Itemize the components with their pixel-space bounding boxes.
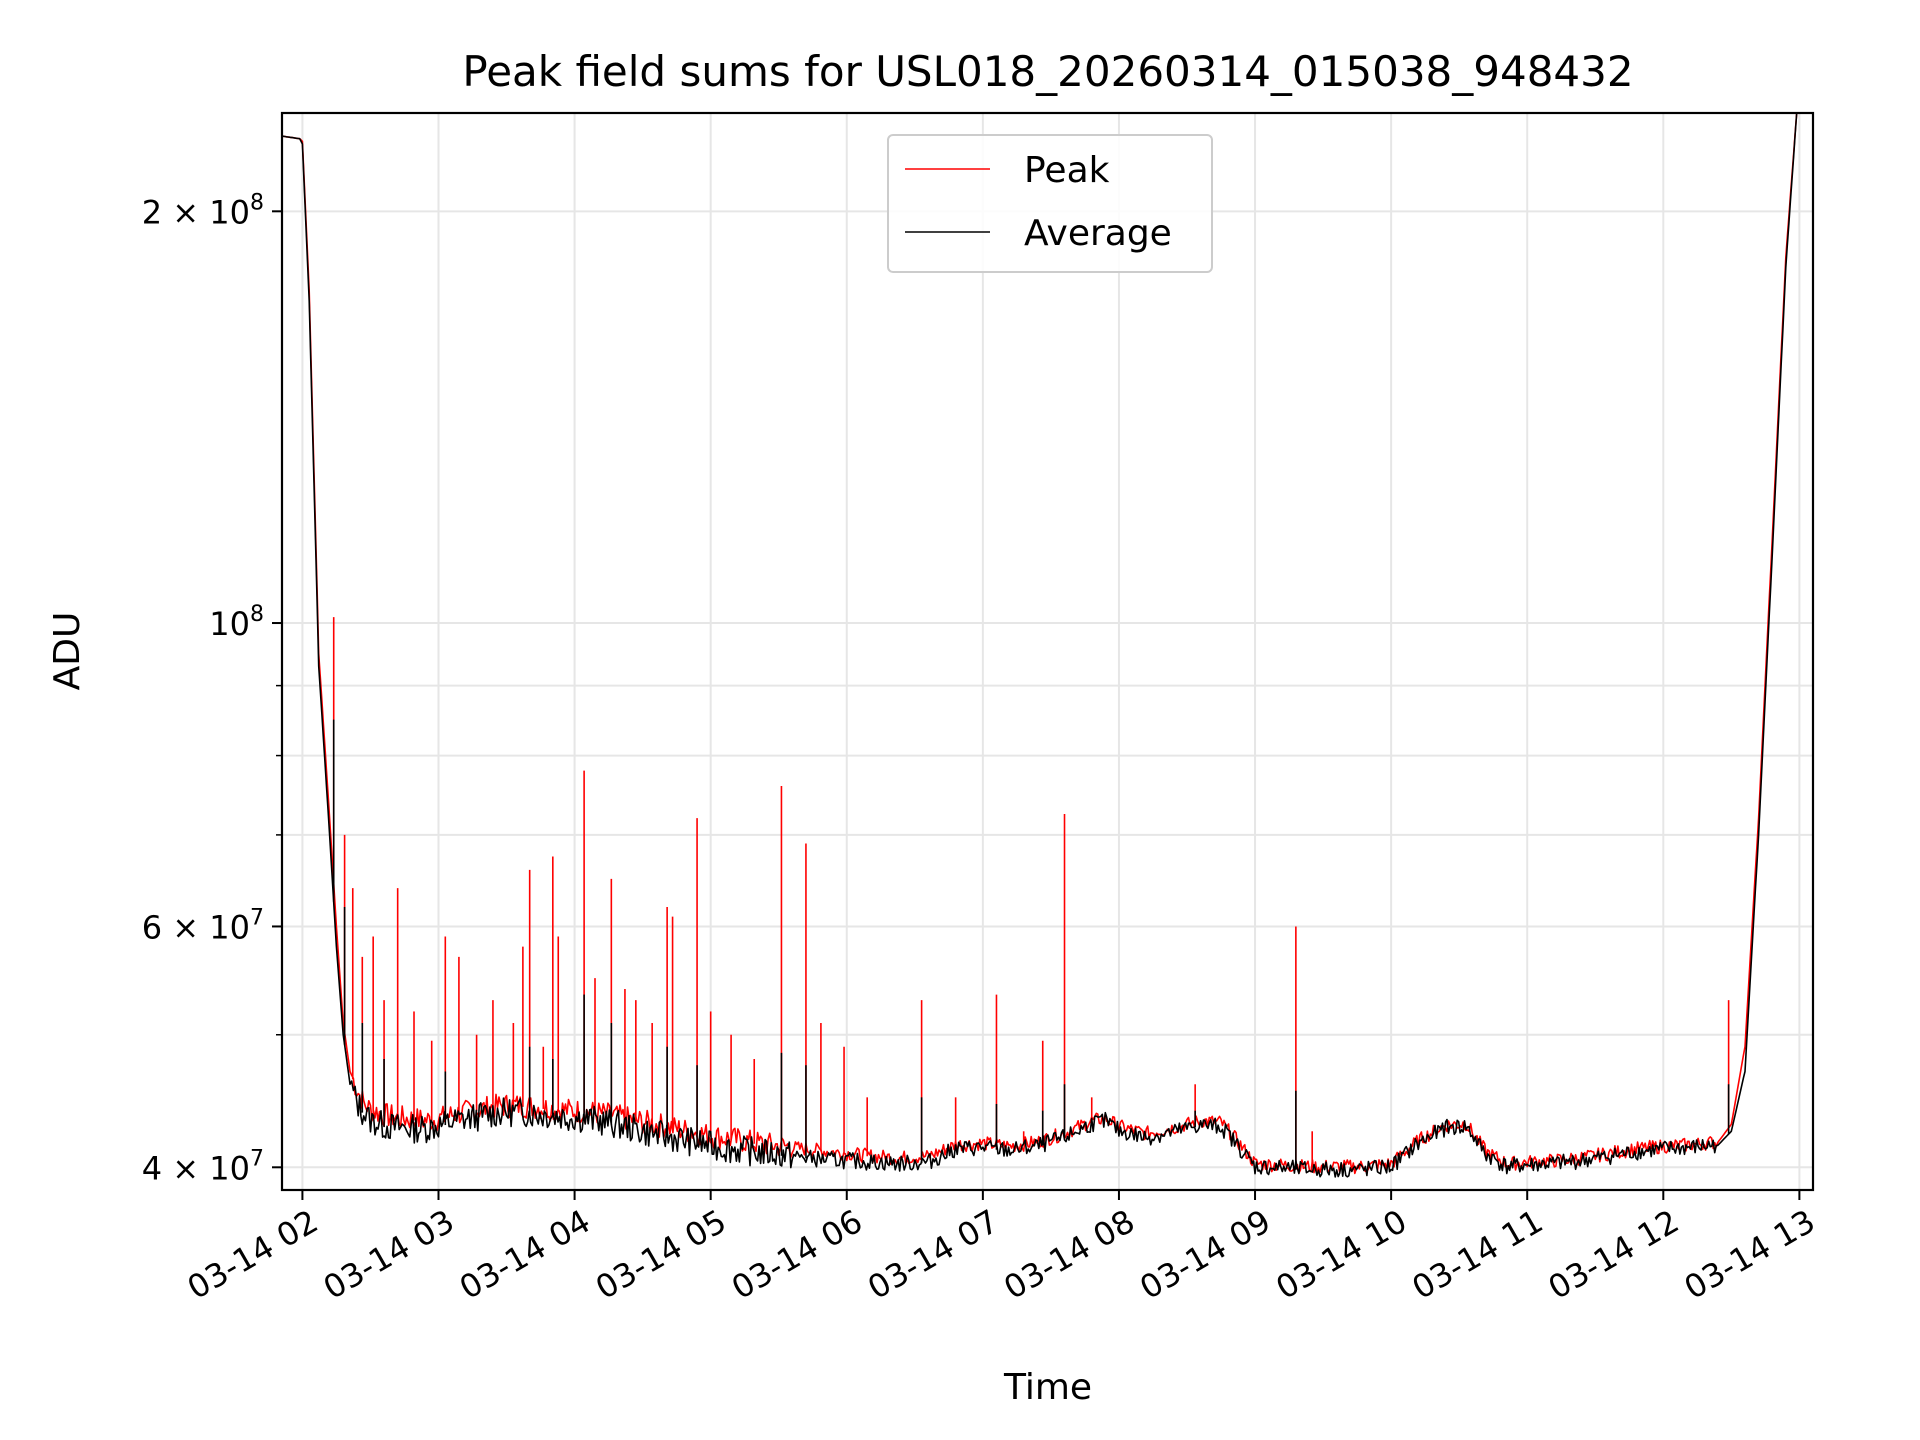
chart-title: Peak field sums for USL018_20260314_0150… xyxy=(462,47,1633,96)
plot-area xyxy=(281,112,1798,1178)
y-tick-label: 108 xyxy=(209,602,264,643)
series-line-average xyxy=(281,112,1798,1178)
y-axis: 4 × 107 6 × 107 108 2 × 108 xyxy=(142,190,282,1187)
y-tick-label: 6 × 107 xyxy=(142,905,264,946)
grid xyxy=(282,113,1813,1190)
x-axis-label: Time xyxy=(1003,1367,1092,1408)
legend: Peak Average xyxy=(887,134,1213,273)
y-axis-label: ADU xyxy=(47,612,88,691)
axes-frame xyxy=(280,111,1815,1192)
y-tick-label: 4 × 107 xyxy=(142,1146,264,1187)
legend-label-average: Average xyxy=(1024,213,1172,254)
series-average xyxy=(281,112,1798,1178)
legend-label-peak: Peak xyxy=(1024,150,1110,191)
y-tick-label: 2 × 108 xyxy=(142,190,264,231)
